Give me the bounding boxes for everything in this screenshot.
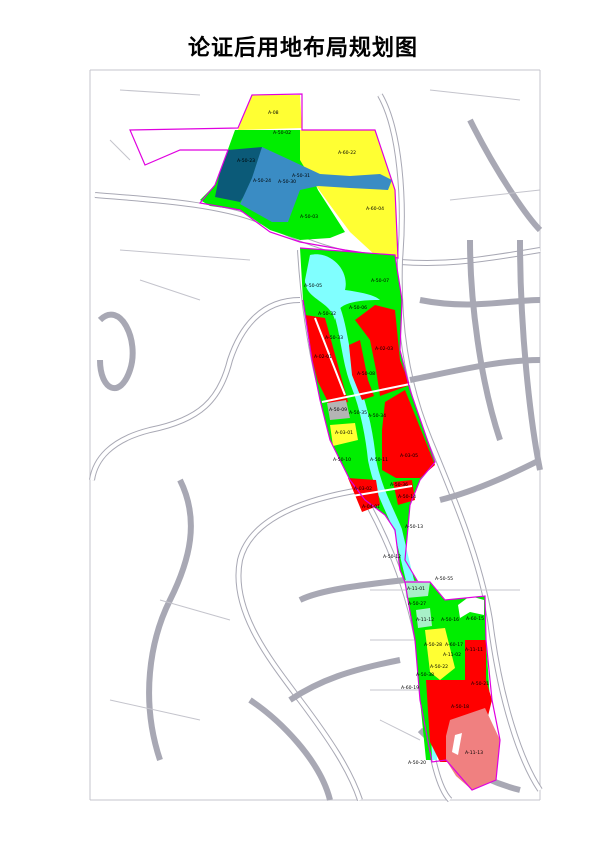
label: A-50-07 [371, 278, 389, 284]
label: A-50-11 [370, 457, 388, 463]
label: A-04-01 [362, 504, 380, 510]
label: A-11-01 [407, 586, 425, 592]
zone-water-south [458, 596, 484, 618]
label: A-60-22 [338, 150, 356, 156]
boundary-south [404, 581, 501, 791]
label: A-50-28 [424, 642, 442, 648]
zone-north [129, 93, 399, 259]
zone-gray-a50-09 [327, 400, 350, 420]
map-shape [314, 317, 413, 497]
label: A-02-01 [314, 354, 332, 360]
label: A-50-21 [471, 681, 489, 687]
label: A-50-23 [237, 158, 255, 164]
zone-commercial-a02-01 [305, 315, 348, 406]
label: A-11-13 [465, 750, 483, 756]
label: A-50-18 [451, 704, 469, 710]
label: A-03-02 [354, 486, 372, 492]
zone-residential-a08 [238, 95, 302, 130]
map-shape [439, 239, 543, 503]
label: A-50-06 [349, 305, 367, 311]
map-shape [89, 297, 301, 481]
label: A-50-03 [300, 214, 318, 220]
label: A-02-03 [375, 346, 393, 352]
zone-commercial-a11-11 [465, 640, 486, 682]
label: A-50-31 [292, 173, 310, 179]
zone-south [404, 580, 501, 791]
zone-light-green-a11-01 [405, 580, 430, 598]
zone-lake-dark [215, 147, 262, 202]
label: A-50-35 [349, 410, 367, 416]
label: A-50-02 [273, 130, 291, 136]
label: A-03-01 [335, 430, 353, 436]
label: A-50-10 [333, 457, 351, 463]
label: A-50-24 [253, 178, 271, 184]
label: A-50-14 [398, 494, 416, 500]
label: A-60-19 [401, 685, 419, 691]
map-shape [235, 487, 363, 801]
label: A-50-12 [383, 554, 401, 560]
map-shape [109, 89, 541, 741]
zone-commercial-a02-03 [355, 305, 410, 396]
label: A-50-13 [405, 524, 423, 530]
label: A-60-17 [445, 642, 463, 648]
map-shape [378, 94, 542, 792]
label: A-50-20 [408, 760, 426, 766]
zone-water-lake [305, 254, 380, 320]
map-title: 论证后用地布局规划图 [187, 35, 418, 61]
zone-commercial-a50-08 [349, 340, 374, 400]
label: A-11-12 [416, 617, 434, 623]
label: A-50-32 [318, 311, 336, 317]
label: A-50-08 [357, 371, 375, 377]
label: A-50-09 [329, 407, 347, 413]
map-shape [90, 298, 301, 481]
zone-commercial-a11-13 [446, 708, 500, 790]
label: A-50-22 [430, 664, 448, 670]
label: A-50-38 [416, 672, 434, 678]
label: A-50-36 [390, 482, 408, 488]
map-shape [146, 478, 194, 761]
label: A-50-34 [368, 413, 386, 419]
label: A-03-05 [400, 453, 418, 459]
map-shape [94, 193, 541, 266]
zone-residential-ne [300, 130, 398, 258]
zone-residential-south [425, 628, 455, 680]
zone-lake-blue [240, 147, 392, 222]
label: A-50-30 [278, 179, 296, 185]
map-shape [97, 311, 136, 392]
zone-labels: A-08 A-50-02 A-60-22 A-50-23 A-50-24 A-5… [237, 110, 489, 766]
label: A-50-33 [325, 335, 343, 341]
label: A-60-04 [366, 206, 384, 212]
map-shape [452, 733, 462, 755]
map-shape [236, 488, 362, 801]
label: A-11-02 [443, 652, 461, 658]
label: A-50-27 [408, 601, 426, 607]
label: A-50-55 [435, 576, 453, 582]
zone-commercial-a03-05 [382, 390, 435, 478]
zone-central [299, 247, 437, 761]
boundary-central [299, 247, 436, 583]
label: A-50-16 [441, 617, 459, 623]
boundary-north [129, 93, 399, 259]
zone-light-green-a11-12 [416, 608, 432, 628]
label: A-11-11 [465, 647, 483, 653]
label: A-60-15 [466, 616, 484, 622]
label-a08: A-08 [268, 110, 279, 116]
label: A-50-05 [304, 283, 322, 289]
zone-residential-a03-01 [330, 423, 358, 446]
map-shape [288, 577, 406, 703]
map-shape [89, 69, 541, 801]
